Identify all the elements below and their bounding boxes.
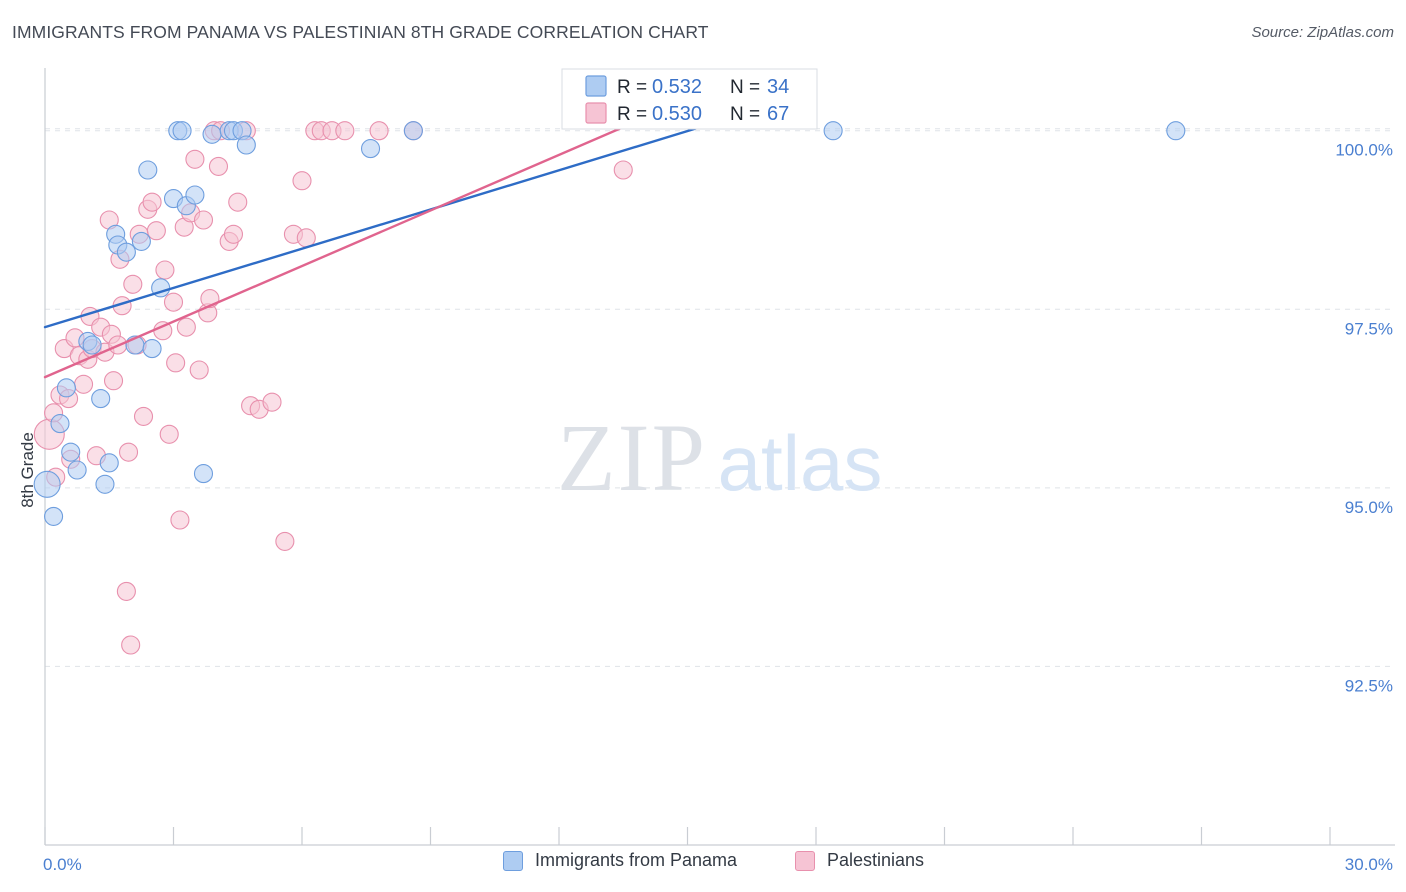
trend-lines xyxy=(43,125,702,379)
point-panama xyxy=(116,242,136,262)
point-palestinians xyxy=(369,121,389,141)
point-palestinians xyxy=(335,121,355,141)
stats-legend-r-value: 0.532 xyxy=(652,76,702,98)
stats-legend-swatch-panama xyxy=(585,75,607,97)
point-panama xyxy=(67,460,87,480)
point-palestinians xyxy=(275,531,295,551)
legend-item-panama[interactable]: Immigrants from Panama xyxy=(503,850,737,871)
legend-item-palestinians[interactable]: Palestinians xyxy=(795,850,924,871)
point-palestinians xyxy=(74,374,94,394)
stats-legend-n-value: 67 xyxy=(767,103,789,125)
point-palestinians xyxy=(163,292,184,312)
x-tick-labels: 0.0% 30.0% xyxy=(43,855,1393,874)
watermark-zip: ZIP xyxy=(557,404,707,511)
stats-legend-r-value: 0.530 xyxy=(652,103,702,125)
point-palestinians xyxy=(118,442,139,462)
point-panama xyxy=(50,414,70,434)
y-tick-label: 97.5% xyxy=(1345,319,1393,338)
points-palestinians xyxy=(33,121,633,655)
point-panama xyxy=(185,185,205,205)
point-palestinians xyxy=(159,424,179,444)
point-palestinians xyxy=(155,260,175,280)
series-legend: Immigrants from Panama Palestinians xyxy=(0,850,1406,880)
y-tick-label: 92.5% xyxy=(1345,676,1393,695)
point-panama xyxy=(138,160,158,180)
point-palestinians xyxy=(133,406,154,426)
trend-line-palestinians xyxy=(43,125,625,379)
stats-legend-r-label: R = xyxy=(617,77,647,98)
point-panama xyxy=(172,121,192,141)
point-panama xyxy=(1166,121,1186,141)
points-panama xyxy=(33,121,1186,526)
point-palestinians xyxy=(103,371,124,391)
point-panama xyxy=(131,231,151,251)
point-palestinians xyxy=(193,210,214,230)
stats-legend-n-label: N = xyxy=(730,104,760,125)
y-tick-labels: 92.5% 95.0% 97.5% 100.0% xyxy=(1335,141,1393,696)
point-panama xyxy=(33,470,61,498)
point-palestinians xyxy=(185,149,205,169)
point-palestinians xyxy=(208,156,229,176)
stats-legend: R = 0.532 N = 34 R = 0.530 N = 67 xyxy=(561,68,818,130)
point-palestinians xyxy=(166,353,186,373)
point-palestinians xyxy=(123,274,143,294)
legend-swatch-panama xyxy=(503,850,523,871)
y-tick-label: 100.0% xyxy=(1335,141,1393,160)
point-panama xyxy=(403,121,423,141)
point-palestinians xyxy=(613,160,633,180)
point-palestinians xyxy=(121,635,141,655)
point-palestinians xyxy=(296,228,316,248)
legend-label-palestinians: Palestinians xyxy=(827,850,925,870)
point-panama xyxy=(236,135,256,155)
point-panama xyxy=(56,378,76,398)
point-palestinians xyxy=(292,171,312,191)
point-palestinians xyxy=(170,510,190,530)
watermark-atlas: atlas xyxy=(718,419,883,507)
point-palestinians xyxy=(142,192,162,212)
x-tick-label-min: 0.0% xyxy=(43,855,82,874)
point-panama xyxy=(91,389,111,409)
y-tick-label: 95.0% xyxy=(1345,498,1393,517)
point-palestinians xyxy=(228,192,248,212)
point-panama xyxy=(95,474,115,494)
chart-title: IMMIGRANTS FROM PANAMA VS PALESTINIAN 8T… xyxy=(12,22,709,42)
point-panama xyxy=(823,121,843,141)
source-credit: Source: ZipAtlas.com xyxy=(1251,24,1394,41)
point-panama xyxy=(44,506,64,526)
point-palestinians xyxy=(262,392,282,412)
stats-legend-n-label: N = xyxy=(730,77,760,98)
point-palestinians xyxy=(176,317,196,337)
point-panama xyxy=(82,335,102,355)
legend-swatch-palestinians xyxy=(795,850,815,871)
point-palestinians xyxy=(116,581,136,601)
watermark: ZIP atlas xyxy=(557,404,882,511)
point-panama xyxy=(61,442,81,462)
y-axis-label: 8th Grade xyxy=(18,432,37,508)
point-panama xyxy=(360,139,381,159)
point-panama xyxy=(202,124,222,144)
point-panama xyxy=(193,464,214,484)
point-panama xyxy=(142,339,162,359)
point-palestinians xyxy=(146,221,166,241)
point-panama xyxy=(99,453,119,473)
point-palestinians xyxy=(189,360,209,380)
legend-label-panama: Immigrants from Panama xyxy=(535,850,738,870)
stats-legend-r-label: R = xyxy=(617,104,647,125)
stats-legend-swatch-palestinians xyxy=(585,102,607,124)
point-palestinians xyxy=(223,224,244,244)
axes xyxy=(44,68,1395,846)
trend-line-panama xyxy=(43,125,702,329)
stats-legend-n-value: 34 xyxy=(767,76,789,98)
x-tick-label-max: 30.0% xyxy=(1345,855,1393,874)
